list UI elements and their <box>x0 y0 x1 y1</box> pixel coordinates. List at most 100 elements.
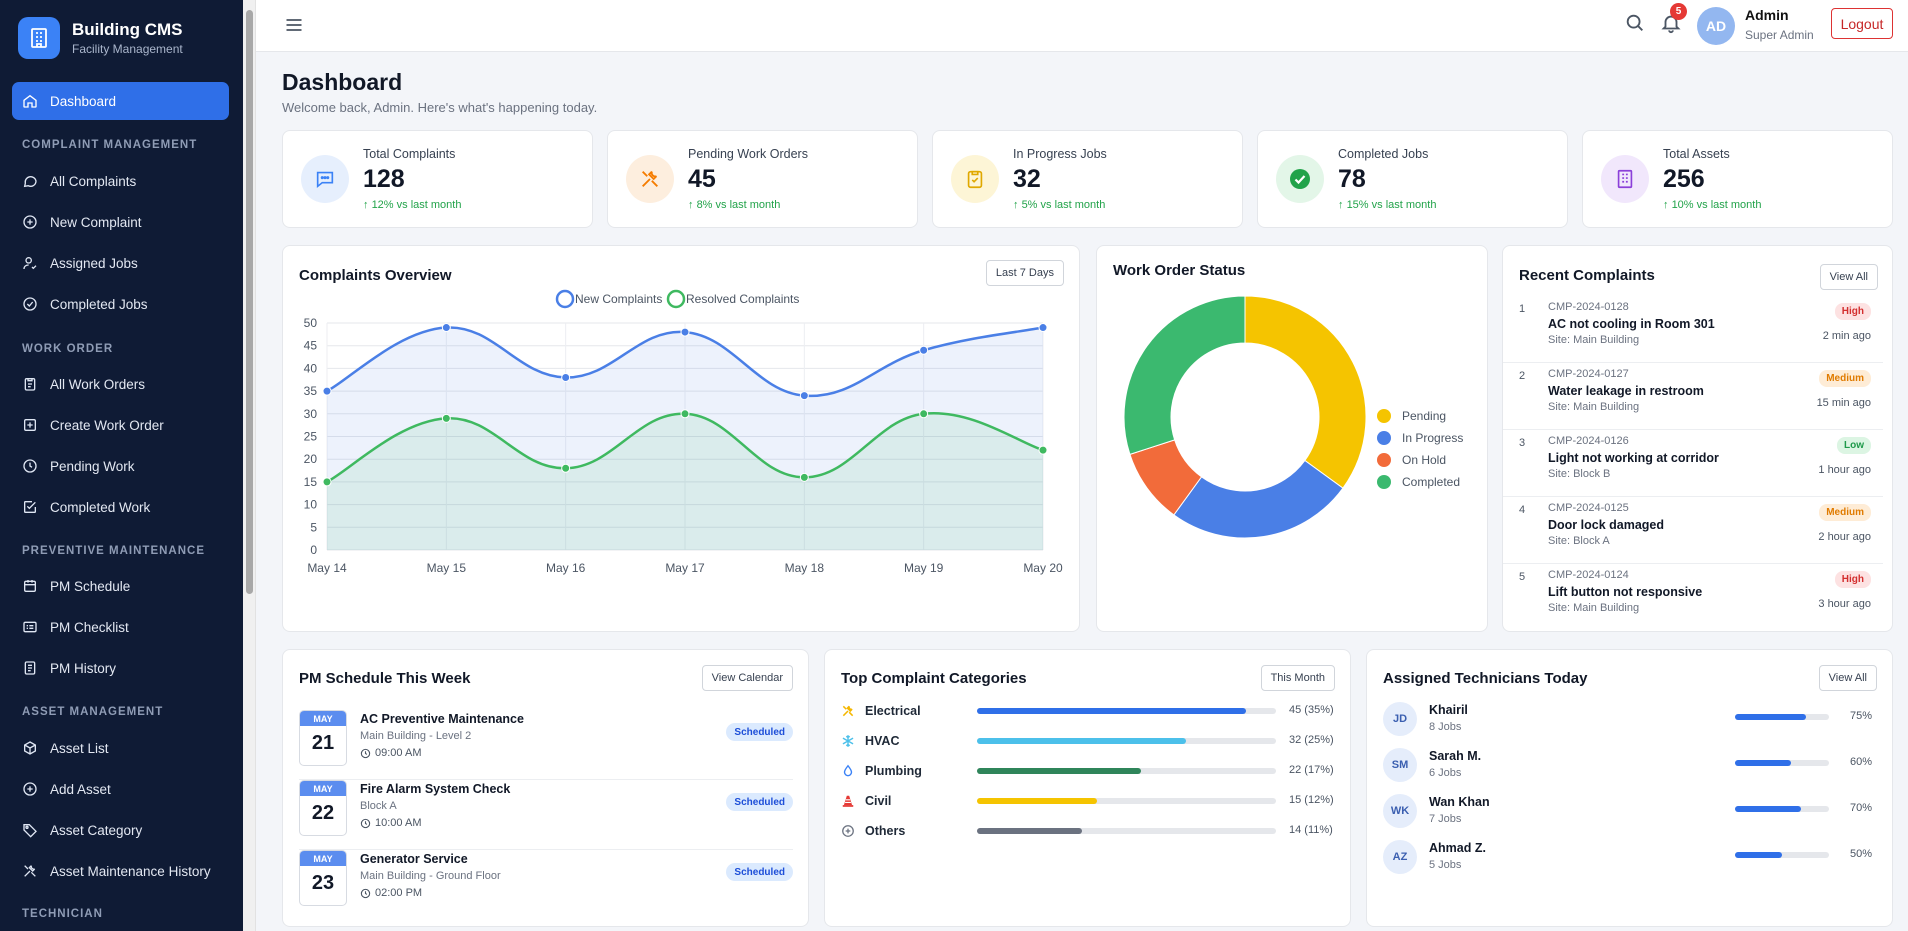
progress-bar <box>1735 852 1829 858</box>
stat-value: 78 <box>1338 165 1366 193</box>
category-label: HVAC <box>865 734 900 748</box>
list-item[interactable]: 4 CMP-2024-0125 Door lock damaged Site: … <box>1503 497 1883 564</box>
pm-title: AC Preventive Maintenance <box>360 712 524 726</box>
view-calendar-button[interactable]: View Calendar <box>701 665 793 691</box>
list-item[interactable]: 1 CMP-2024-0128 AC not cooling in Room 3… <box>1503 296 1883 363</box>
sidebar-item-completed-work[interactable]: Completed Work <box>12 488 229 526</box>
stat-trend: ↑ 5% vs last month <box>1013 199 1106 211</box>
list-item[interactable]: JD Khairil 8 Jobs 75% <box>1383 700 1873 740</box>
view-all-button[interactable]: View All <box>1819 264 1878 290</box>
clock-icon <box>23 459 37 473</box>
pm-time: 10:00 AM <box>360 817 421 829</box>
complaint-title: Water leakage in restroom <box>1548 384 1704 398</box>
stat-value: 32 <box>1013 165 1041 193</box>
category-bar <box>977 828 1276 834</box>
list-item[interactable]: 3 CMP-2024-0126 Light not working at cor… <box>1503 430 1883 497</box>
list-item[interactable]: 2 CMP-2024-0127 Water leakage in restroo… <box>1503 363 1883 430</box>
sidebar-item-pm-schedule[interactable]: PM Schedule <box>12 567 229 605</box>
logout-button[interactable]: Logout <box>1831 8 1893 39</box>
search-icon[interactable] <box>1624 12 1646 34</box>
list-item[interactable]: SM Sarah M. 6 Jobs 60% <box>1383 746 1873 786</box>
data-point <box>441 323 451 333</box>
card-title: Complaints Overview <box>299 267 452 284</box>
pie-slice <box>1244 295 1367 489</box>
list-item[interactable]: MAY 22 Fire Alarm System Check Block A 1… <box>299 780 793 850</box>
data-point <box>441 413 451 423</box>
sidebar-item-all-complaints[interactable]: All Complaints <box>12 162 229 200</box>
y-tick-label: 25 <box>304 430 318 444</box>
list-item[interactable]: 5 CMP-2024-0124 Lift button not responsi… <box>1503 564 1883 631</box>
brand[interactable]: Building CMS Facility Management <box>0 0 243 76</box>
sidebar-item-label: Completed Jobs <box>50 296 148 312</box>
range-button[interactable]: Last 7 Days <box>985 260 1064 286</box>
user-name: Admin <box>1745 7 1789 23</box>
scrollbar-thumb[interactable] <box>246 10 253 594</box>
sidebar-item-all-work-orders[interactable]: All Work Orders <box>12 365 229 403</box>
stat-card-total-complaints[interactable]: Total Complaints 128 ↑ 12% vs last month <box>282 130 593 228</box>
sidebar-item-new-complaint[interactable]: New Complaint <box>12 203 229 241</box>
pm-title: Generator Service <box>360 852 468 866</box>
user-check-icon <box>23 257 37 270</box>
sidebar-item-completed-jobs[interactable]: Completed Jobs <box>12 285 229 323</box>
list-item[interactable]: AZ Ahmad Z. 5 Jobs 50% <box>1383 838 1872 878</box>
stat-card-in-progress-jobs[interactable]: In Progress Jobs 32 ↑ 5% vs last month <box>932 130 1243 228</box>
x-tick-label: May 16 <box>546 561 586 575</box>
complaint-site: Site: Main Building <box>1548 401 1640 413</box>
wrench-icon <box>626 155 674 203</box>
this-month-button[interactable]: This Month <box>1260 665 1335 691</box>
priority-badge: Low <box>1837 437 1871 454</box>
sidebar-item-pm-checklist[interactable]: PM Checklist <box>12 608 229 646</box>
sidebar-item-assigned-jobs[interactable]: Assigned Jobs <box>12 244 229 282</box>
complaint-title: Door lock damaged <box>1548 518 1664 532</box>
list-item[interactable]: WK Wan Khan 7 Jobs 70% <box>1383 792 1872 832</box>
progress-percent: 75% <box>1850 710 1873 722</box>
row-number: 2 <box>1519 370 1526 382</box>
x-tick-label: May 18 <box>785 561 825 575</box>
list-item[interactable]: MAY 21 AC Preventive Maintenance Main Bu… <box>299 710 793 780</box>
check-circle-icon <box>1276 155 1324 203</box>
category-bar <box>977 708 1276 714</box>
complaint-title: AC not cooling in Room 301 <box>1548 317 1715 331</box>
pie-slice <box>1123 295 1246 456</box>
complaint-title: Lift button not responsive <box>1548 585 1703 599</box>
progress-percent: 60% <box>1850 756 1873 768</box>
stat-card-pending-work-orders[interactable]: Pending Work Orders 45 ↑ 8% vs last mont… <box>607 130 918 228</box>
sidebar-item-asset-maintenance-history[interactable]: Asset Maintenance History <box>12 852 229 890</box>
legend-marker <box>1377 409 1391 423</box>
time-ago: 1 hour ago <box>1818 464 1871 476</box>
tools-icon <box>842 705 854 717</box>
sidebar-item-label: Assigned Jobs <box>50 255 138 271</box>
sidebar-item-dashboard[interactable]: Dashboard <box>12 82 229 120</box>
page-subtitle: Welcome back, Admin. Here's what's happe… <box>282 100 598 115</box>
box-icon <box>24 741 36 755</box>
list-item[interactable]: MAY 23 Generator Service Main Building -… <box>299 850 793 920</box>
legend-marker <box>1377 431 1391 445</box>
stat-label: Pending Work Orders <box>688 147 808 161</box>
arrow-up-icon: ↑ <box>1013 199 1022 211</box>
legend-marker <box>555 289 575 309</box>
sidebar-item-asset-category[interactable]: Asset Category <box>12 811 229 849</box>
sidebar-item-pm-history[interactable]: PM History <box>12 649 229 687</box>
technicians-card: Assigned Technicians Today View All JD K… <box>1366 649 1893 927</box>
sidebar-scrollbar[interactable] <box>243 0 256 931</box>
legend-marker <box>1377 453 1391 467</box>
stat-card-total-assets[interactable]: Total Assets 256 ↑ 10% vs last month <box>1582 130 1893 228</box>
sidebar-item-label: Create Work Order <box>50 417 164 433</box>
view-all-button[interactable]: View All <box>1818 665 1877 691</box>
sidebar-item-asset-list[interactable]: Asset List <box>12 729 229 767</box>
stat-card-completed-jobs[interactable]: Completed Jobs 78 ↑ 15% vs last month <box>1257 130 1568 228</box>
avatar[interactable]: AD <box>1697 7 1735 45</box>
sidebar-item-create-work-order[interactable]: Create Work Order <box>12 406 229 444</box>
menu-icon[interactable] <box>284 15 304 35</box>
clipboard-icon <box>24 378 36 391</box>
sidebar-item-add-asset[interactable]: Add Asset <box>12 770 229 808</box>
pie-slice <box>1173 459 1344 539</box>
complaint-id: CMP-2024-0124 <box>1548 569 1629 581</box>
sidebar-item-pending-work[interactable]: Pending Work <box>12 447 229 485</box>
y-tick-label: 5 <box>310 520 317 534</box>
row-number: 5 <box>1519 571 1526 583</box>
stat-trend: ↑ 10% vs last month <box>1663 199 1762 211</box>
data-point <box>561 372 571 382</box>
legend-label: New Complaints <box>575 292 662 306</box>
technician-name: Wan Khan <box>1429 795 1490 809</box>
